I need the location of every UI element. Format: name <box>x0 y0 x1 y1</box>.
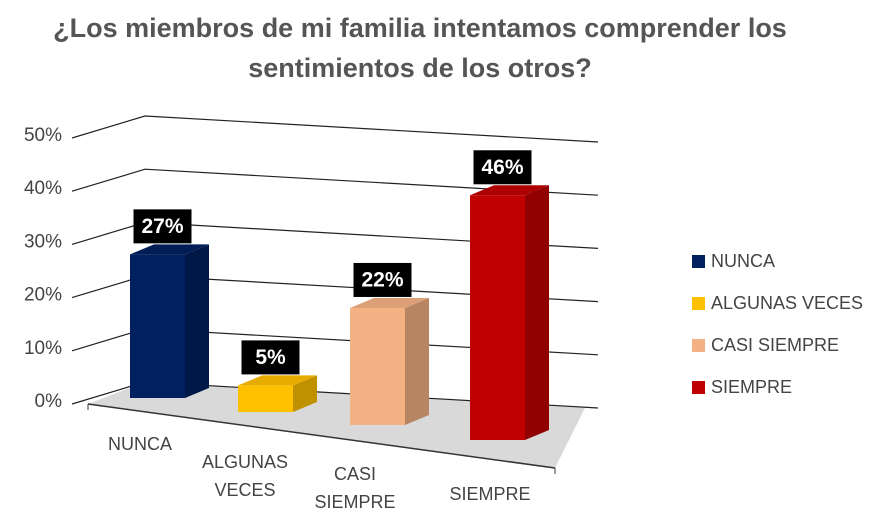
y-tick-label: 40% <box>24 178 62 199</box>
legend-label: NUNCA <box>711 250 776 271</box>
x-tick-label: CASI SIEMPRE <box>314 464 396 512</box>
value-label-box <box>133 209 192 244</box>
bar-side <box>185 244 209 398</box>
legend-swatch <box>692 254 705 268</box>
value-label-box <box>473 150 532 185</box>
bar-top <box>130 244 209 255</box>
legend-swatch <box>692 296 705 310</box>
value-label-box <box>353 262 412 297</box>
legend-label: CASI SIEMPRE <box>711 334 840 355</box>
legend-item: CASI SIEMPRE <box>692 324 863 366</box>
value-label: 27% <box>141 215 183 238</box>
value-label: 46% <box>481 156 523 179</box>
value-label: 22% <box>361 269 403 292</box>
grid-line <box>71 115 599 143</box>
chart-title: ¿Los miembros de mi familia intentamos c… <box>53 13 787 83</box>
y-tick-label: 0% <box>35 391 63 412</box>
bar-front <box>350 307 405 425</box>
x-tick-label: SIEMPRE <box>449 484 531 504</box>
bar-top <box>470 185 549 196</box>
bar-top <box>350 297 429 308</box>
bar-side <box>405 297 429 425</box>
legend-item: ALGUNAS VECES <box>692 282 863 324</box>
bar <box>238 375 317 412</box>
bar-front <box>238 385 293 412</box>
y-tick-label: 20% <box>24 285 62 306</box>
bar-side <box>293 375 317 412</box>
value-label: 5% <box>255 346 286 369</box>
x-tick-label: ALGUNAS VECES <box>201 452 289 500</box>
floor-edge <box>87 403 556 469</box>
floor <box>88 382 585 468</box>
legend-label: ALGUNAS VECES <box>711 292 864 313</box>
bar <box>130 244 209 398</box>
legend-swatch <box>692 380 705 394</box>
x-tick-label: NUNCA <box>107 434 172 454</box>
grid-line <box>71 168 599 196</box>
bar-front <box>130 254 185 398</box>
y-tick-label: 50% <box>24 125 62 146</box>
bar-top <box>238 375 317 386</box>
legend-label: SIEMPRE <box>711 376 793 397</box>
y-tick-label: 10% <box>24 338 62 359</box>
legend-swatch <box>692 338 705 352</box>
bar <box>350 297 429 425</box>
bar-front <box>470 195 525 440</box>
legend: NUNCA ALGUNAS VECES CASI SIEMPRE SIEMPRE <box>692 240 863 408</box>
y-tick-label: 30% <box>24 231 62 252</box>
legend-item: SIEMPRE <box>692 366 863 408</box>
bar <box>470 185 549 440</box>
legend-item: NUNCA <box>692 240 863 282</box>
bar-side <box>525 185 549 440</box>
value-label-box <box>241 340 300 375</box>
